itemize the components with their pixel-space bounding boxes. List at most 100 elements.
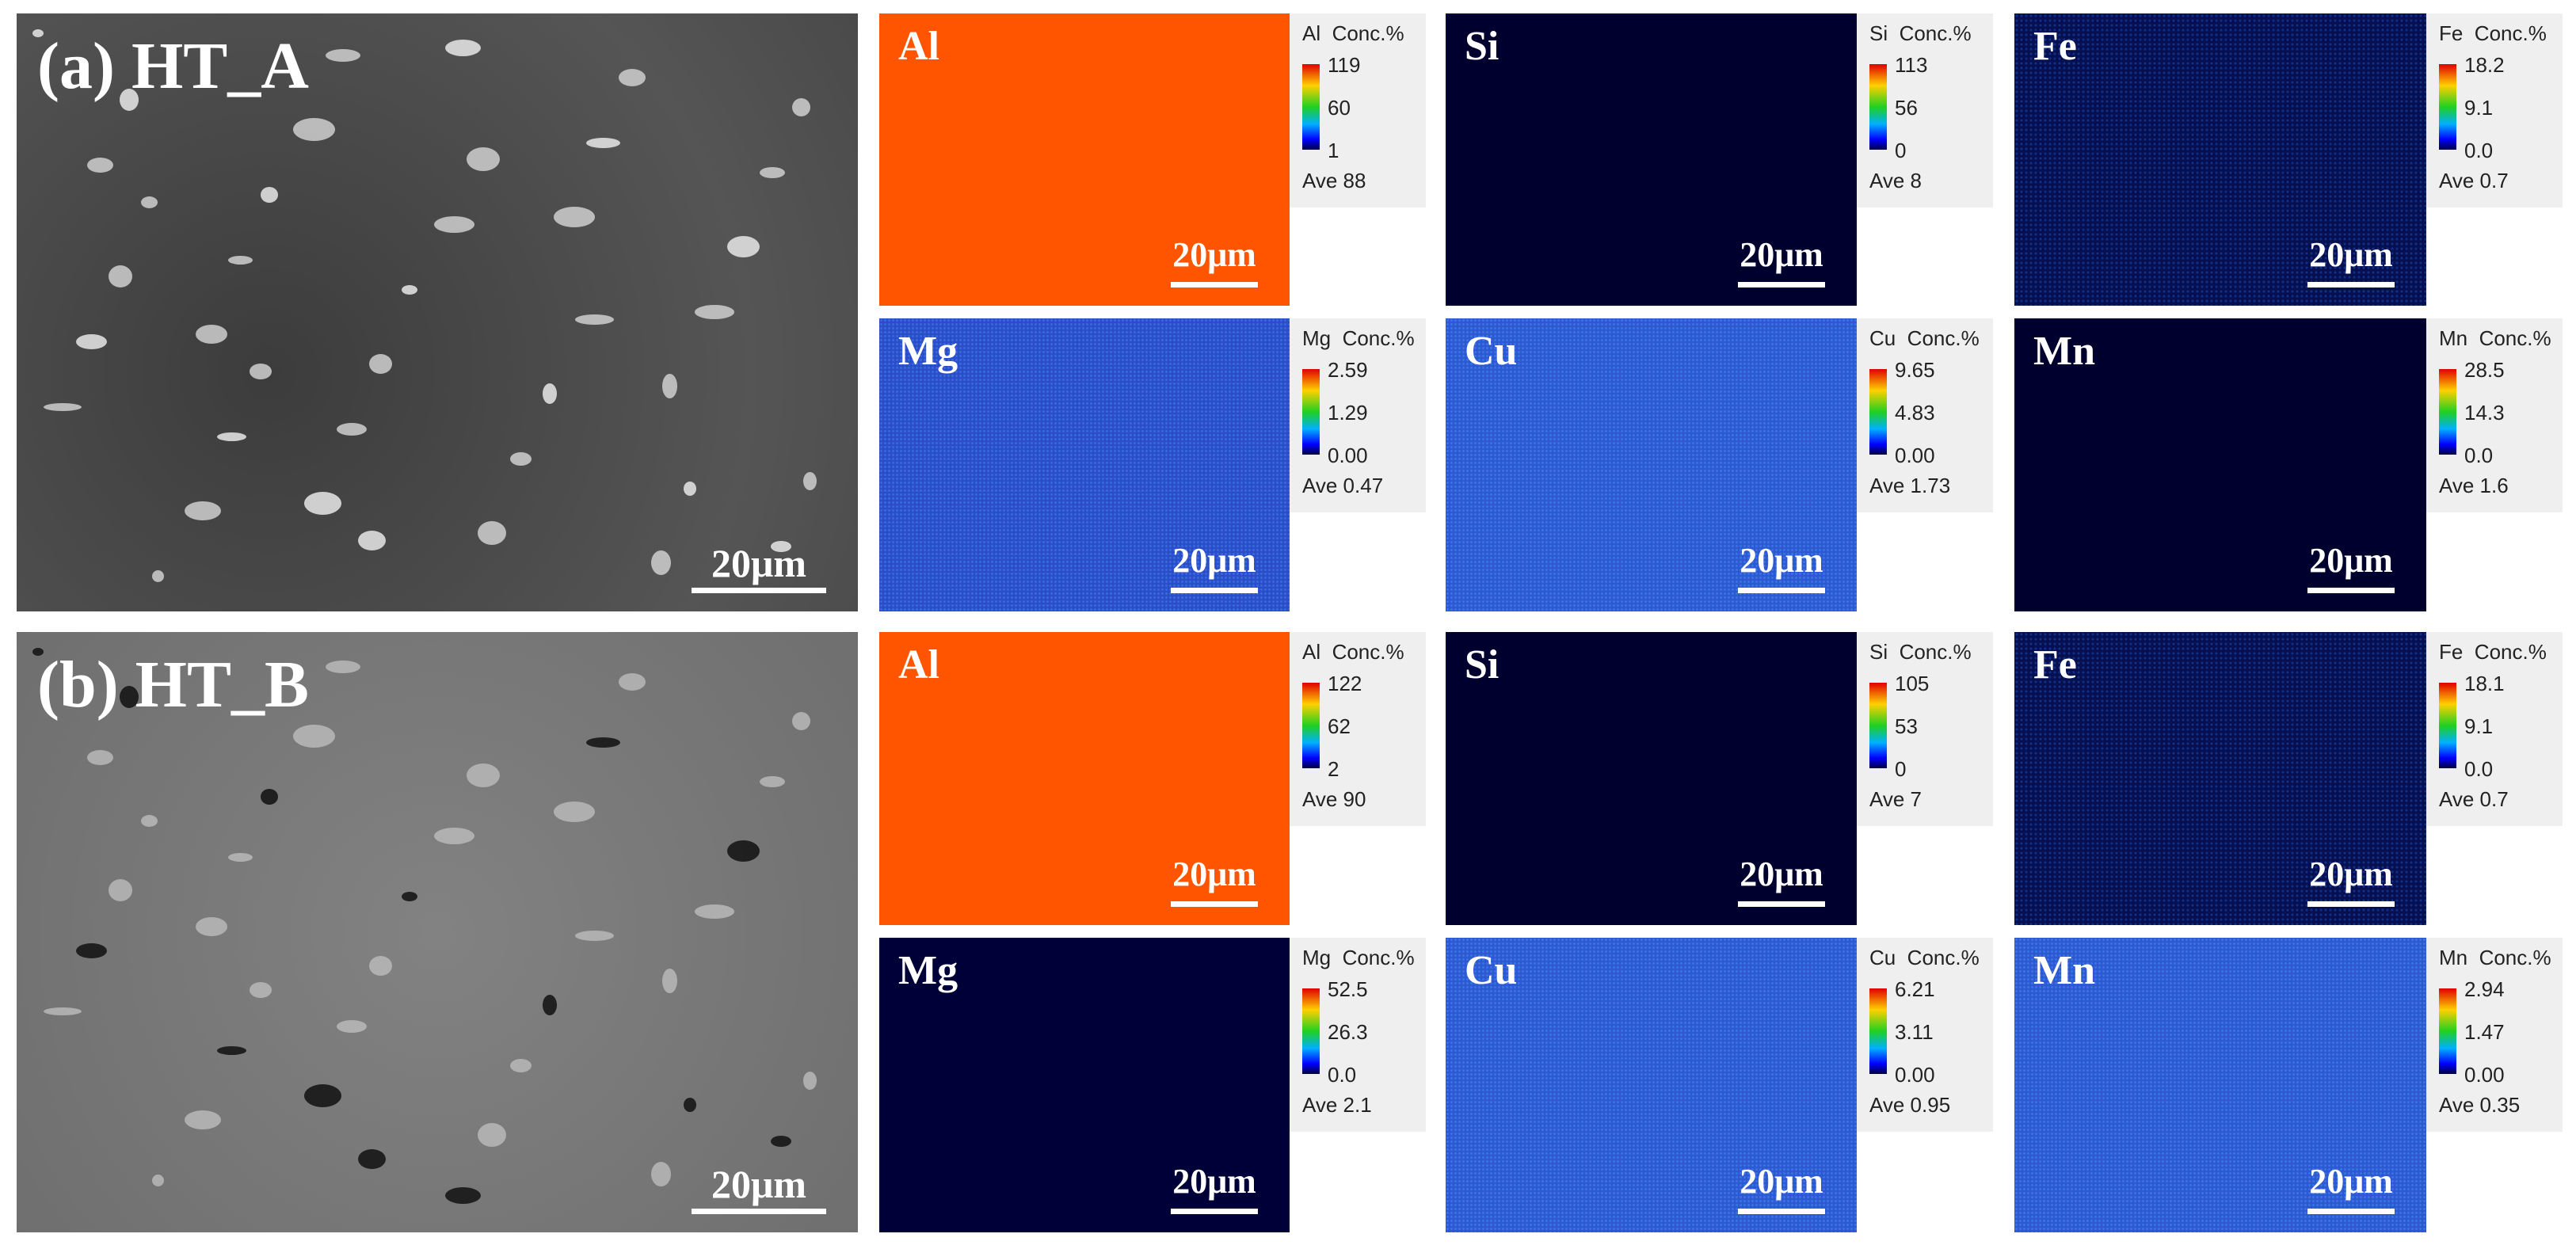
legend-mid: 56 [1895, 96, 1918, 120]
particle [402, 285, 417, 295]
legend-title: Al Conc.% [1302, 640, 1404, 664]
scale-bar-line [2307, 901, 2395, 907]
legend-min: 0.00 [1895, 1063, 1935, 1087]
legend-min: 0 [1895, 757, 1907, 781]
scale-bar-line [2307, 588, 2395, 593]
legend-average: Ave 0.95 [1869, 1093, 1951, 1117]
scale-bar-line [1738, 1209, 1825, 1214]
legend-mid: 53 [1895, 714, 1918, 738]
legend-mid: 60 [1328, 96, 1351, 120]
scale-bar-line [1171, 1209, 1258, 1214]
legend-min: 0.00 [2464, 1063, 2505, 1087]
legend-min: 0.00 [1895, 444, 1935, 467]
particle [434, 828, 474, 844]
scale-bar-label: 20μm [1740, 855, 1823, 893]
legend-mid: 4.83 [1895, 401, 1935, 425]
element-map: Si 20μm [1446, 13, 1857, 306]
legend-average: Ave 0.35 [2439, 1093, 2521, 1117]
scale-bar-line [1171, 901, 1258, 907]
legend-max: 18.1 [2464, 672, 2505, 695]
legend-min: 0.0 [2464, 139, 2494, 162]
element-map: Mg 20μm [879, 938, 1290, 1232]
legend-max: 9.65 [1895, 358, 1935, 382]
particle [792, 98, 810, 116]
particle [695, 305, 734, 319]
color-bar [2439, 988, 2456, 1074]
particle [87, 750, 113, 765]
particle [293, 725, 335, 748]
particle [543, 383, 557, 404]
scale-bar-label: 20μm [2309, 235, 2393, 274]
particle [651, 550, 671, 575]
scale-bar-label: 20μm [2309, 1162, 2393, 1201]
particle [543, 995, 557, 1015]
color-legend: Si Conc.% 113 56 0 Ave 8 [1857, 13, 1993, 208]
scale-bar-label: 20μm [1172, 855, 1256, 893]
legend-min: 1 [1328, 139, 1339, 162]
particle [185, 501, 221, 520]
legend-average: Ave 90 [1302, 787, 1366, 811]
particle [478, 521, 506, 545]
element-map: Mn 20μm [2014, 318, 2426, 611]
scale-bar-label: 20μm [1172, 541, 1256, 580]
color-legend: Mg Conc.% 2.59 1.29 0.00 Ave 0.47 [1290, 318, 1426, 512]
element-map: Mg 20μm [879, 318, 1290, 611]
color-bar [1869, 64, 1887, 150]
particle [261, 187, 278, 203]
legend-title: Mn Conc.% [2439, 326, 2551, 350]
legend-min: 0.00 [1328, 444, 1368, 467]
color-legend: Mg Conc.% 52.5 26.3 0.0 Ave 2.1 [1290, 938, 1426, 1132]
particle [326, 49, 360, 62]
scale-bar-label: 20μm [2309, 855, 2393, 893]
particle [228, 256, 253, 265]
color-bar [2439, 683, 2456, 768]
element-label: Mg [898, 948, 958, 993]
scale-bar-line [1738, 282, 1825, 287]
element-label: Mg [898, 329, 958, 374]
particle [619, 673, 646, 691]
scale-bar-line [692, 1209, 826, 1214]
legend-average: Ave 1.6 [2439, 474, 2509, 497]
legend-title: Cu Conc.% [1869, 326, 1980, 350]
particle [803, 472, 817, 490]
scale-bar-label: 20μm [2309, 541, 2393, 580]
legend-max: 18.2 [2464, 53, 2505, 77]
particle [337, 1020, 367, 1033]
scale-bar-line [2307, 1209, 2395, 1214]
color-legend: Cu Conc.% 9.65 4.83 0.00 Ave 1.73 [1857, 318, 1993, 512]
legend-average: Ave 0.7 [2439, 169, 2509, 192]
legend-mid: 1.29 [1328, 401, 1368, 425]
scale-bar-label: 20μm [1740, 235, 1823, 274]
particle [217, 432, 246, 441]
particle [684, 1098, 696, 1112]
legend-title: Mn Conc.% [2439, 946, 2551, 969]
element-label: Fe [2033, 24, 2077, 69]
particle [152, 570, 164, 582]
color-bar [2439, 369, 2456, 455]
legend-max: 122 [1328, 672, 1362, 695]
particle [109, 879, 132, 901]
scale-bar-label: 20μm [1740, 1162, 1823, 1201]
scale-bar-label: 20μm [711, 1162, 806, 1206]
legend-title: Si Conc.% [1869, 640, 1972, 664]
scale-bar-line [1738, 588, 1825, 593]
particle [293, 118, 335, 141]
color-legend: Cu Conc.% 6.21 3.11 0.00 Ave 0.95 [1857, 938, 1993, 1132]
particle [152, 1175, 164, 1186]
particle [695, 904, 734, 919]
legend-average: Ave 8 [1869, 169, 1922, 192]
element-label: Al [898, 24, 939, 69]
particle [760, 776, 785, 787]
legend-max: 2.94 [2464, 977, 2505, 1001]
particle [217, 1046, 246, 1055]
particle [554, 207, 595, 227]
element-map: Mn 20μm [2014, 938, 2426, 1232]
legend-max: 2.59 [1328, 358, 1368, 382]
legend-min: 0.0 [2464, 757, 2494, 781]
legend-mid: 62 [1328, 714, 1351, 738]
particle [326, 661, 360, 673]
element-label: Si [1465, 24, 1499, 69]
particle [803, 1072, 817, 1090]
particle [261, 789, 278, 805]
particle [575, 931, 614, 941]
